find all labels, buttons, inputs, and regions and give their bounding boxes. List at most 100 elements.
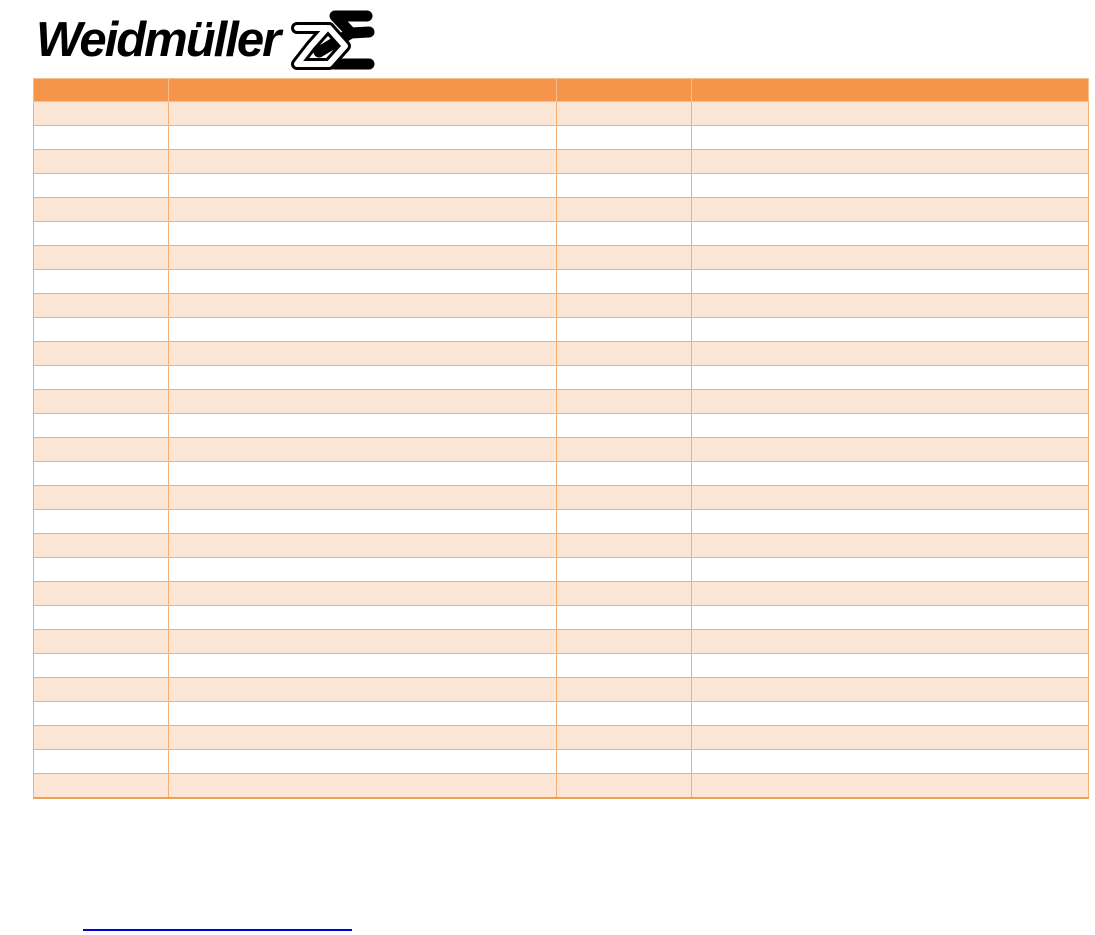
table-cell [556,773,692,798]
table-cell [33,317,169,342]
table-cell [168,605,557,630]
table-cell [33,629,169,654]
table-cell [691,653,1089,678]
table-row [33,557,1089,582]
table-row [33,389,1089,414]
table-cell [168,245,557,270]
table-cell [33,533,169,558]
table-cell [556,365,692,390]
table-cell [556,341,692,366]
table-cell [691,605,1089,630]
table-cell [168,389,557,414]
table-cell [556,701,692,726]
table-cell [33,557,169,582]
table-row [33,245,1089,270]
table-cell [556,437,692,462]
table-cell [556,245,692,270]
table-cell [691,629,1089,654]
table-cell [691,317,1089,342]
weidmueller-connector-mark-icon [291,10,375,70]
table-cell [556,533,692,558]
table-cell [556,461,692,486]
table-cell [691,509,1089,534]
table-row [33,437,1089,462]
table-row [33,581,1089,606]
table-cell [168,701,557,726]
table-cell [33,389,169,414]
table-cell [168,341,557,366]
table-cell [168,629,557,654]
table-cell [168,653,557,678]
table-cell [556,413,692,438]
table-cell [168,533,557,558]
table-row [33,341,1089,366]
table-cell [556,149,692,174]
table-cell [33,125,169,150]
table-cell [556,725,692,750]
table-row [33,269,1089,294]
table-cell [168,317,557,342]
table-cell [33,749,169,774]
table-cell [168,149,557,174]
table-row [33,725,1089,750]
table-cell [691,677,1089,702]
table-row [33,509,1089,534]
table-header [33,78,1089,102]
table-cell [691,365,1089,390]
table-cell [691,125,1089,150]
table-cell [168,581,557,606]
table-cell [33,485,169,510]
table-cell [556,269,692,294]
table-cell [556,197,692,222]
table-cell [33,221,169,246]
table-cell [691,269,1089,294]
table-cell [168,461,557,486]
table-cell [691,701,1089,726]
table-row [33,149,1089,174]
table-cell [556,125,692,150]
table-cell [556,317,692,342]
table-cell [33,773,169,798]
table-cell [168,413,557,438]
footer-link[interactable] [83,921,352,931]
table-cell [33,605,169,630]
table-cell [33,413,169,438]
table-row [33,293,1089,318]
table-row [33,461,1089,486]
table-cell [168,557,557,582]
table-cell [691,725,1089,750]
table-cell [556,557,692,582]
table-row [33,317,1089,342]
table-cell [691,413,1089,438]
table-cell [691,221,1089,246]
table-cell [691,749,1089,774]
table-body [33,101,1089,798]
table-cell [556,293,692,318]
table-row [33,773,1089,798]
table-cell [33,293,169,318]
table-cell [556,389,692,414]
table-row [33,101,1089,126]
table-row [33,413,1089,438]
table-row [33,677,1089,702]
table-cell [691,485,1089,510]
table-cell [691,437,1089,462]
table-cell [33,101,169,126]
table-cell [168,197,557,222]
table-cell [33,653,169,678]
table-cell [33,341,169,366]
table-cell [33,725,169,750]
table-cell [691,173,1089,198]
table-cell [33,581,169,606]
table-cell [168,509,557,534]
table-cell [33,269,169,294]
table-row [33,533,1089,558]
table-cell [691,557,1089,582]
table-cell [168,173,557,198]
table-cell [556,677,692,702]
table-cell [33,509,169,534]
table-cell [33,677,169,702]
table-row [33,197,1089,222]
table-cell [33,173,169,198]
table-row [33,221,1089,246]
